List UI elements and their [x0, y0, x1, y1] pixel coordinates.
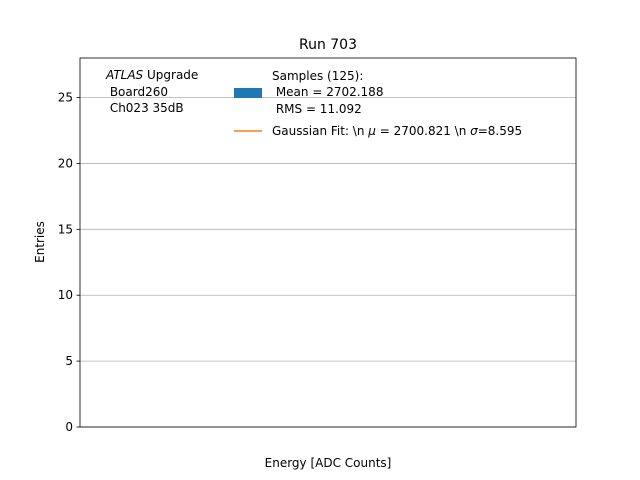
legend-fit-label: Gaussian Fit: \n μ = 2700.821 \n σ=8.595 [272, 124, 522, 138]
plot-frame [79, 57, 577, 428]
svg-text:ATLAS Upgrade: ATLAS Upgrade [105, 68, 198, 82]
atlas-label: ATLAS [105, 68, 144, 82]
y-tick-label: 5 [65, 354, 73, 368]
y-tick-label: 20 [58, 156, 73, 170]
chart-title: Run 703 [299, 37, 357, 53]
y-tick-label: 0 [65, 420, 73, 434]
y-tick-label: 15 [58, 222, 73, 236]
board-label: Board260 [106, 85, 168, 99]
channel-label: Ch023 35dB [106, 101, 184, 115]
y-axis-label: Entries [33, 221, 47, 263]
legend-histogram-line3: RMS = 11.092 [272, 102, 362, 116]
legend-histogram-swatch [234, 88, 262, 98]
atlas-annotation: ATLAS Upgrade Board260 Ch023 35dB [105, 68, 198, 115]
y-tick-label: 10 [58, 288, 73, 302]
legend-histogram-line1: Samples (125): [272, 69, 363, 83]
y-tick-label: 25 [58, 91, 73, 105]
legend-histogram-line2: Mean = 2702.188 [272, 85, 383, 99]
plot-background [80, 58, 576, 427]
upgrade-label: Upgrade [143, 68, 198, 82]
y-axis-ticks: 0 5 10 15 20 25 [58, 91, 80, 434]
legend: Samples (125): Mean = 2702.188 RMS = 11.… [234, 69, 522, 138]
x-axis-label: Energy [ADC Counts] [265, 456, 392, 470]
